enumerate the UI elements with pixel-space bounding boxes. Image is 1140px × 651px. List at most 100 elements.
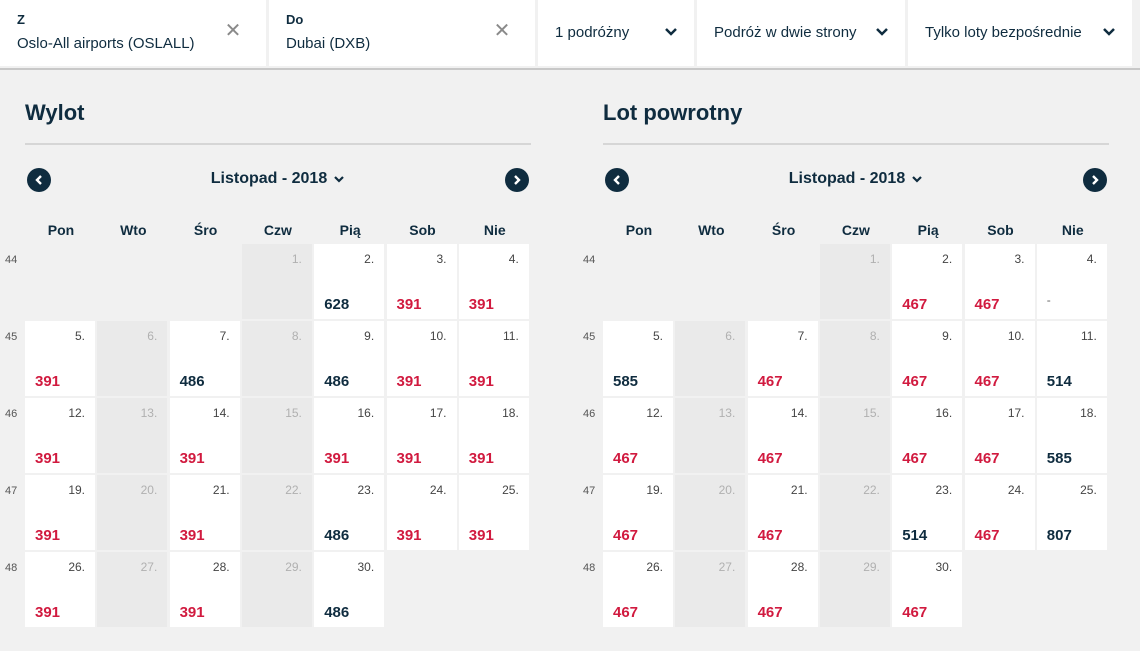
day-number: 17.: [1007, 406, 1025, 420]
day-number: 28.: [790, 560, 808, 574]
day-number: 15.: [863, 406, 880, 420]
day-number: 10.: [429, 329, 447, 343]
day-number: 6.: [147, 329, 158, 343]
day-number: 18.: [502, 406, 519, 420]
weekday-header: Śro: [771, 222, 796, 238]
day-number: 16.: [357, 406, 375, 420]
day-price: 514: [1046, 373, 1072, 390]
calendar-day[interactable]: 3. 391: [386, 244, 457, 319]
week-number: 48: [583, 562, 596, 574]
day-number: 9.: [942, 329, 953, 343]
weekday-header: Wto: [698, 222, 725, 238]
calendar-day[interactable]: 2. 467: [892, 244, 963, 319]
calendar-day[interactable]: 30. 467: [892, 552, 963, 627]
calendar-day[interactable]: 5. 585: [603, 321, 673, 396]
calendar-day[interactable]: 3. 467: [964, 244, 1035, 319]
day-number: 10.: [1007, 329, 1025, 343]
day-number: 11.: [503, 329, 519, 343]
to-value[interactable]: Dubai (DXB): [286, 35, 371, 52]
clear-to-icon[interactable]: ✕: [493, 20, 511, 42]
day-price: 486: [324, 527, 350, 544]
day-price: 467: [974, 373, 1000, 390]
day-price: 514: [902, 527, 928, 544]
clear-from-icon[interactable]: ✕: [224, 20, 242, 42]
calendar-day[interactable]: 7. 486: [169, 321, 240, 396]
calendar-day[interactable]: 10. 391: [386, 321, 457, 396]
calendar-day[interactable]: 19. 467: [603, 475, 673, 550]
month-label: Listopad - 2018: [210, 170, 328, 187]
calendar-day[interactable]: 24. 467: [964, 475, 1035, 550]
calendar-day[interactable]: 11. 514: [1036, 321, 1107, 396]
to-field[interactable]: Do Dubai (DXB) ✕: [269, 0, 535, 66]
calendar-day[interactable]: 26. 467: [603, 552, 673, 627]
passengers-dropdown[interactable]: 1 podróżny: [538, 0, 694, 66]
calendar-day[interactable]: 17. 391: [386, 398, 457, 473]
calendar-day[interactable]: 30. 486: [314, 552, 385, 627]
calendar-day[interactable]: 23. 514: [892, 475, 963, 550]
chevron-down-icon: [1103, 28, 1115, 36]
calendar-day[interactable]: 10. 467: [964, 321, 1035, 396]
prev-month-button[interactable]: [605, 168, 629, 192]
calendar-day[interactable]: 2. 628: [314, 244, 385, 319]
month-select[interactable]: Listopad - 2018: [25, 170, 531, 188]
month-select[interactable]: Listopad - 2018: [603, 170, 1109, 188]
calendar-day[interactable]: 11. 391: [458, 321, 529, 396]
day-price: 467: [974, 296, 1000, 313]
day-price: 807: [1046, 527, 1072, 544]
calendar-day[interactable]: 18. 585: [1036, 398, 1107, 473]
calendar-day[interactable]: 16. 391: [314, 398, 385, 473]
calendar-day[interactable]: 14. 391: [169, 398, 240, 473]
calendar-day[interactable]: 12. 391: [25, 398, 95, 473]
day-number: 21.: [212, 483, 230, 497]
from-field[interactable]: Z Oslo-All airports (OSLALL) ✕: [0, 0, 266, 66]
calendar-day[interactable]: 21. 467: [747, 475, 818, 550]
calendar-day[interactable]: 12. 467: [603, 398, 673, 473]
stops-dropdown[interactable]: Tylko loty bezpośrednie: [908, 0, 1132, 66]
calendar-day[interactable]: 25. 807: [1036, 475, 1107, 550]
calendar-day: 20.: [675, 475, 746, 550]
calendar-day[interactable]: 28. 391: [169, 552, 240, 627]
weekday-header: Śro: [193, 222, 218, 238]
next-month-button[interactable]: [1083, 168, 1107, 192]
calendar-day[interactable]: 4. 391: [458, 244, 529, 319]
weekday-header: Nie: [1061, 222, 1084, 238]
day-number: 27.: [140, 560, 158, 574]
calendar-day[interactable]: 24. 391: [386, 475, 457, 550]
next-month-button[interactable]: [505, 168, 529, 192]
calendar-day: 8.: [819, 321, 890, 396]
day-number: 16.: [935, 406, 953, 420]
chevron-right-icon: [1092, 175, 1099, 185]
calendar-day[interactable]: 26. 391: [25, 552, 95, 627]
day-number: 19.: [646, 483, 663, 497]
calendar-day[interactable]: 9. 486: [314, 321, 385, 396]
calendar-day[interactable]: 7. 467: [747, 321, 818, 396]
calendar-day[interactable]: 5. 391: [25, 321, 95, 396]
from-value[interactable]: Oslo-All airports (OSLALL): [17, 35, 195, 52]
day-number: 25.: [502, 483, 519, 497]
calendar-day[interactable]: 14. 467: [747, 398, 818, 473]
day-number: 5.: [652, 329, 663, 343]
calendar-day[interactable]: 23. 486: [314, 475, 385, 550]
calendar-day[interactable]: 17. 467: [964, 398, 1035, 473]
day-price: 467: [613, 450, 639, 467]
calendar-day: 29.: [819, 552, 890, 627]
day-price: 467: [974, 527, 1000, 544]
calendar-day[interactable]: 28. 467: [747, 552, 818, 627]
week-number: 47: [5, 485, 18, 497]
calendar-day[interactable]: 25. 391: [458, 475, 529, 550]
day-number: 13.: [718, 406, 736, 420]
week-number: 47: [583, 485, 596, 497]
calendar-day[interactable]: 18. 391: [458, 398, 529, 473]
trip-type-dropdown[interactable]: Podróż w dwie strony: [697, 0, 905, 66]
day-number: 22.: [285, 483, 302, 497]
calendar-day[interactable]: 9. 467: [892, 321, 963, 396]
prev-month-button[interactable]: [27, 168, 51, 192]
day-price: 467: [902, 296, 928, 313]
day-number: 23.: [935, 483, 953, 497]
day-number: 1.: [291, 252, 302, 266]
calendar-day[interactable]: 21. 391: [169, 475, 240, 550]
calendar-day[interactable]: 19. 391: [25, 475, 95, 550]
divider: [603, 143, 1109, 145]
calendar-day[interactable]: 4. -: [1036, 244, 1107, 319]
calendar-day[interactable]: 16. 467: [892, 398, 963, 473]
